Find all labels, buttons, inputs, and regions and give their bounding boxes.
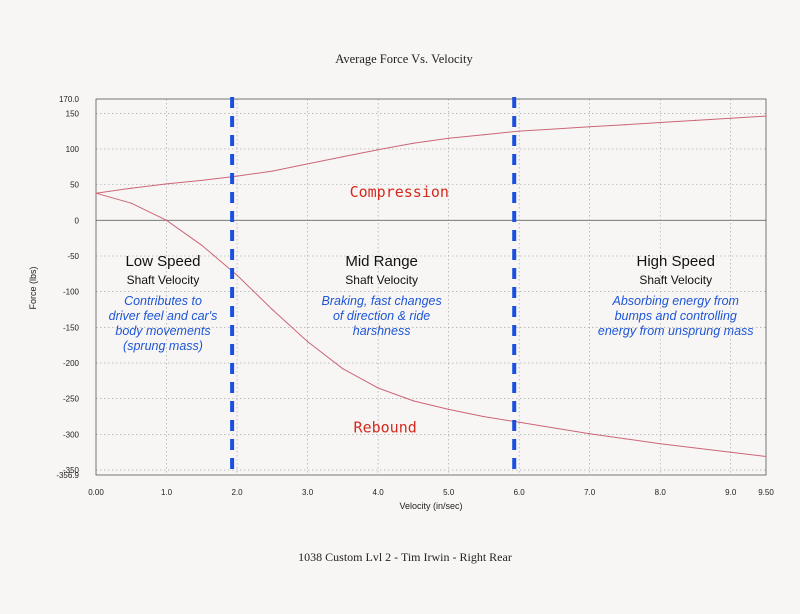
x-tick-label: 0.00: [88, 488, 104, 497]
plot-frame: [95, 98, 767, 476]
y-tick-label: -350: [63, 466, 80, 475]
grid: [96, 99, 766, 475]
rebound-point: [412, 400, 414, 402]
x-tick-label: 1.0: [161, 488, 173, 497]
compression-point: [412, 142, 414, 144]
compression-point: [659, 121, 661, 124]
zone-title: High Speed: [637, 253, 715, 270]
rebound-point: [448, 408, 450, 411]
y-tick-label: 100: [66, 145, 80, 154]
x-tick-label: 2.0: [231, 488, 243, 497]
zone-description-line: bumps and controlling: [615, 309, 737, 323]
zone-title: Mid Range: [345, 253, 418, 270]
zone-dividers: [230, 97, 517, 472]
zone-description-line: driver feel and car's: [109, 309, 218, 323]
y-tick-label: -150: [63, 323, 80, 332]
compression-point: [201, 179, 203, 181]
compression-point: [165, 183, 168, 185]
compression-point: [553, 128, 556, 130]
y-tick-label: -250: [63, 395, 80, 404]
y-tick-label: -50: [67, 252, 79, 261]
rebound-point: [306, 341, 309, 343]
compression-line: [95, 115, 767, 194]
compression-point: [130, 187, 132, 189]
zone-subtitle: Shaft Velocity: [127, 273, 200, 287]
compression-point: [271, 170, 273, 172]
rebound-point: [95, 192, 97, 194]
rebound-label: Rebound: [354, 419, 417, 437]
rebound-point: [589, 433, 591, 435]
zone-description-line: of direction & ride: [333, 309, 430, 323]
x-tick-label: 9.50: [758, 488, 774, 497]
compression-point: [765, 115, 767, 117]
x-tick-label: 8.0: [655, 488, 667, 497]
x-tick-label: 3.0: [302, 488, 314, 497]
rebound-point: [271, 308, 273, 311]
zone-subtitle: Shaft Velocity: [345, 273, 418, 287]
rebound-point: [694, 447, 697, 449]
x-tick-label: 9.0: [725, 488, 737, 497]
zone-description-line: Absorbing energy from: [611, 294, 738, 308]
rebound-point: [624, 438, 626, 440]
rebound-point: [201, 244, 203, 246]
axes: 170.0 150 100 50 0 -50 -100 -150 -200 -250 -300 -35…: [56, 95, 774, 497]
y-tick-label: 170.0: [59, 95, 80, 104]
rebound-point: [165, 219, 168, 221]
compression-point: [377, 149, 379, 151]
compression-label: Compression: [350, 183, 449, 201]
rebound-line: [95, 192, 767, 457]
x-tick-label: 6.0: [514, 488, 526, 497]
compression-point: [483, 134, 485, 136]
y-tick-label: -100: [63, 288, 80, 297]
compression-point: [624, 124, 626, 126]
y-tick-label: -200: [63, 359, 80, 368]
compression-point: [730, 117, 732, 119]
y-tick-label: -356.9: [56, 471, 79, 480]
compression-point: [236, 175, 238, 177]
rebound-point: [730, 451, 732, 453]
y-tick-label: 50: [70, 181, 79, 190]
rebound-point: [236, 274, 238, 276]
rebound-point: [553, 427, 556, 429]
footer-caption: 1038 Custom Lvl 2 - Tim Irwin - Right Re…: [298, 550, 512, 564]
x-axis-label: Velocity (in/sec): [399, 501, 462, 511]
x-tick-label: 5.0: [443, 488, 455, 497]
y-tick-label: -300: [63, 430, 80, 439]
rebound-point: [483, 415, 485, 418]
zone-description-line: body movements: [115, 324, 210, 338]
zone-title: Low Speed: [125, 253, 200, 270]
rebound-point: [659, 443, 661, 445]
zone-description-line: Contributes to: [124, 294, 202, 308]
rebound-point: [130, 202, 132, 204]
compression-point: [518, 130, 520, 132]
compression-point: [342, 156, 344, 158]
zone-description-line: energy from unsprung mass: [598, 324, 754, 338]
rebound-point: [765, 455, 767, 458]
rebound-point: [342, 368, 344, 370]
x-tick-label: 7.0: [584, 488, 596, 497]
zone-subtitle: Shaft Velocity: [639, 273, 712, 287]
zone-description-line: Braking, fast changes: [322, 294, 442, 308]
zone-description-line: (sprung mass): [123, 339, 203, 353]
x-tick-label: 4.0: [373, 488, 385, 497]
rebound-point: [377, 387, 379, 389]
y-axis-label: Force (lbs): [28, 266, 38, 309]
chart-title: Average Force Vs. Velocity: [335, 52, 473, 66]
compression-point: [589, 126, 591, 128]
series: [95, 115, 767, 458]
annotations: Compression Rebound Low Speed Shaft Velocit…: [109, 183, 754, 436]
y-tick-label: 150: [66, 109, 80, 118]
y-tick-label: 0: [75, 216, 80, 225]
compression-point: [694, 119, 697, 122]
compression-point: [306, 163, 309, 165]
rebound-point: [518, 421, 520, 423]
compression-point: [448, 137, 450, 139]
zone-description-line: harshness: [353, 324, 411, 338]
